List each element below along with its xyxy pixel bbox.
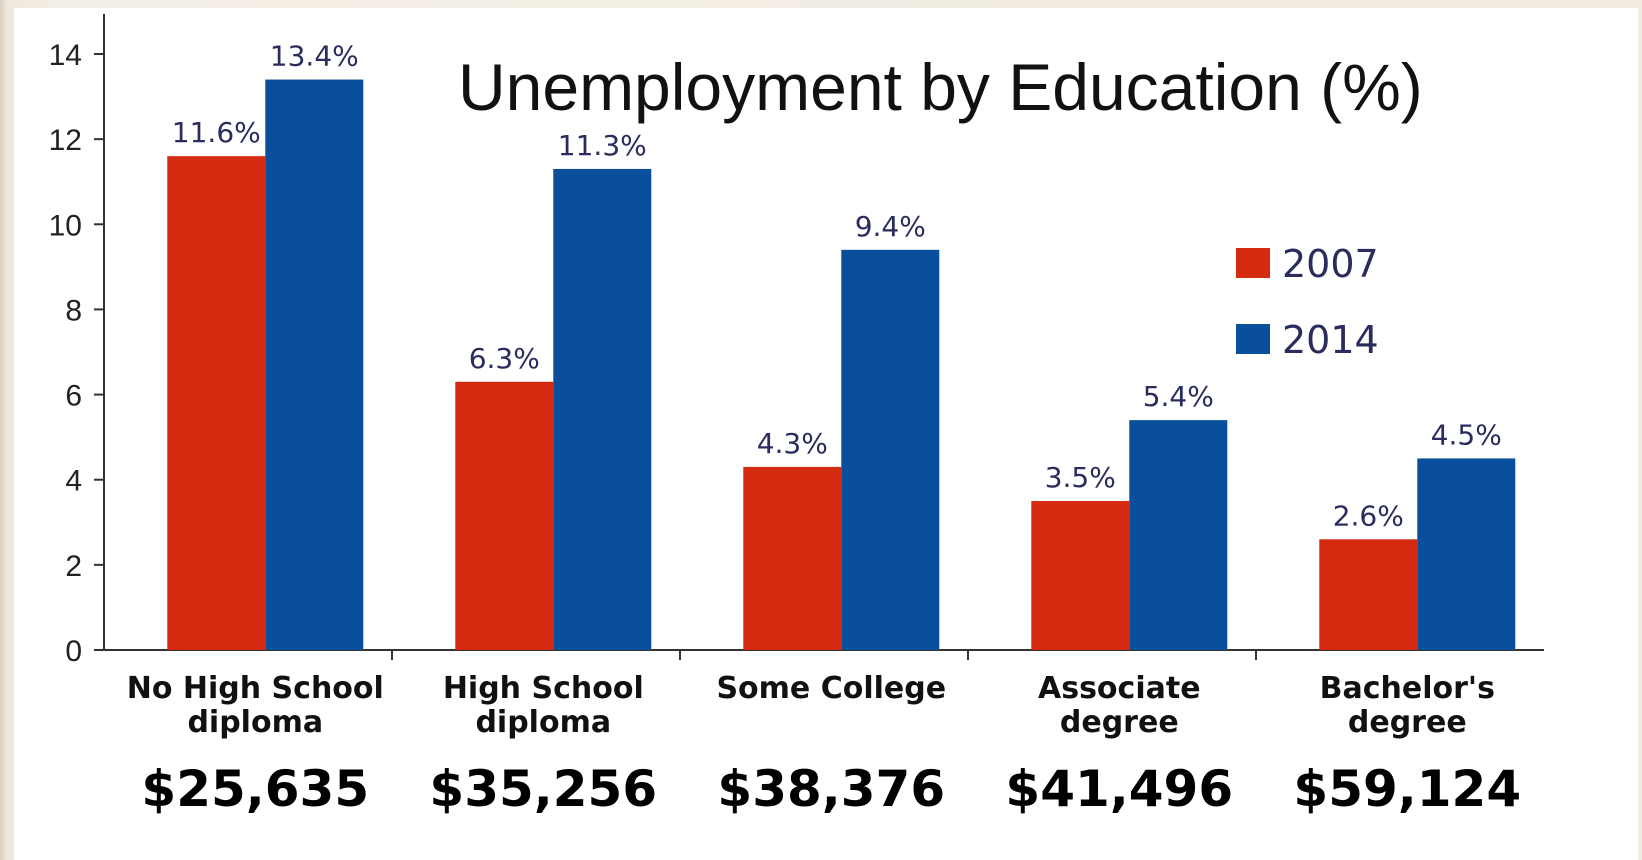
data-label: 3.5% (1045, 461, 1116, 494)
salary-label: $25,635 (141, 760, 369, 818)
chart-frame: Unemployment by Education (%) 0 2 4 6 8 10 12 1… (14, 8, 1638, 860)
labels: 11.6%13.4%No High Schooldiploma$25,6356.… (127, 40, 1521, 818)
category-label: diploma (187, 705, 323, 740)
category-label: High School (443, 671, 644, 706)
data-label: 4.3% (757, 427, 828, 460)
category-label: Associate (1038, 671, 1201, 706)
bar-2007 (167, 156, 266, 650)
salary-label: $59,124 (1293, 760, 1521, 818)
legend-swatch-2007 (1236, 248, 1270, 278)
bar-2014 (1129, 420, 1228, 650)
y-tick-label: 12 (49, 124, 82, 157)
category-label: diploma (475, 705, 611, 740)
y-tick-label: 14 (49, 39, 82, 72)
bar-2014 (1417, 458, 1516, 650)
y-tick-label: 10 (49, 209, 82, 242)
data-label: 11.6% (172, 116, 261, 149)
data-label: 11.3% (558, 129, 647, 162)
y-tick-label: 2 (65, 550, 82, 583)
y-tick-label: 0 (65, 635, 82, 668)
bar-2014 (553, 168, 652, 650)
legend-label-2007: 2007 (1282, 242, 1379, 286)
bar-2007 (455, 381, 554, 650)
data-label: 6.3% (469, 342, 540, 375)
data-label: 9.4% (855, 210, 926, 243)
category-label: Bachelor's (1320, 671, 1495, 706)
salary-label: $38,376 (717, 760, 945, 818)
chart-title: Unemployment by Education (%) (458, 50, 1423, 124)
bar-2007 (1031, 501, 1130, 650)
y-tick-label: 8 (65, 294, 82, 327)
data-label: 2.6% (1333, 499, 1404, 532)
legend: 2007 2014 (1236, 242, 1379, 362)
bar-chart: Unemployment by Education (%) 0 2 4 6 8 10 12 1… (49, 14, 1544, 818)
bar-2007 (743, 466, 842, 650)
category-label: Some College (716, 671, 946, 706)
category-label: degree (1060, 705, 1179, 740)
data-label: 5.4% (1143, 380, 1214, 413)
y-tick-label: 4 (65, 465, 82, 498)
bar-2014 (841, 249, 940, 651)
category-label: No High School (127, 671, 384, 706)
data-label: 4.5% (1431, 418, 1502, 451)
category-label: degree (1348, 705, 1467, 740)
salary-label: $41,496 (1005, 760, 1233, 818)
bars (167, 79, 1516, 651)
legend-label-2014: 2014 (1282, 318, 1379, 362)
salary-label: $35,256 (429, 760, 657, 818)
bar-2007 (1319, 539, 1418, 650)
bar-2014 (265, 79, 364, 651)
y-tick-label: 6 (65, 380, 82, 413)
data-label: 13.4% (270, 40, 359, 73)
legend-swatch-2014 (1236, 324, 1270, 354)
